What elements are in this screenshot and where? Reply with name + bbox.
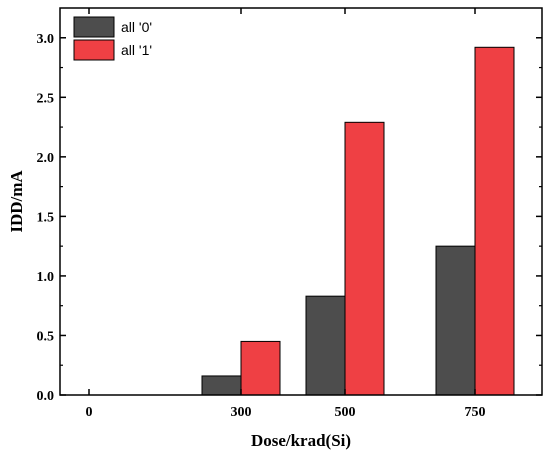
- legend-label-all-0: all '0': [121, 19, 152, 35]
- ticks-group: 0.0 0.5 1.0 1.5 2.0 2.5 3.0 0 300 500 750: [37, 8, 542, 420]
- x-tick-label: 300: [231, 405, 252, 420]
- x-tick-label: 0: [86, 405, 93, 420]
- y-tick-label: 1.0: [37, 270, 55, 285]
- legend-swatch-all-1: [73, 39, 115, 61]
- bar-all-0-750: [435, 245, 476, 396]
- bar-all-0-500: [305, 295, 346, 396]
- x-tick-label: 500: [335, 405, 356, 420]
- x-tick-label: 750: [465, 405, 486, 420]
- y-tick-label: 2.0: [37, 151, 55, 166]
- x-axis-label: Dose/krad(Si): [251, 431, 351, 450]
- y-tick-label: 2.5: [37, 91, 55, 106]
- legend-label-all-1: all '1': [121, 42, 152, 58]
- bars-group: [201, 46, 515, 396]
- y-tick-label: 0.5: [37, 329, 55, 344]
- y-tick-label: 3.0: [37, 32, 55, 47]
- y-tick-label: 0.0: [37, 389, 55, 404]
- legend-swatch-all-0: [73, 16, 115, 38]
- y-axis-label: IDD/mA: [7, 170, 26, 233]
- legend: all '0' all '1': [73, 16, 152, 61]
- bar-all-1-300: [240, 340, 281, 396]
- bar-all-1-500: [344, 121, 385, 396]
- bar-all-0-300: [201, 375, 242, 396]
- bar-all-1-750: [474, 46, 515, 396]
- plot-frame: [59, 7, 543, 396]
- y-tick-label: 1.5: [37, 210, 55, 225]
